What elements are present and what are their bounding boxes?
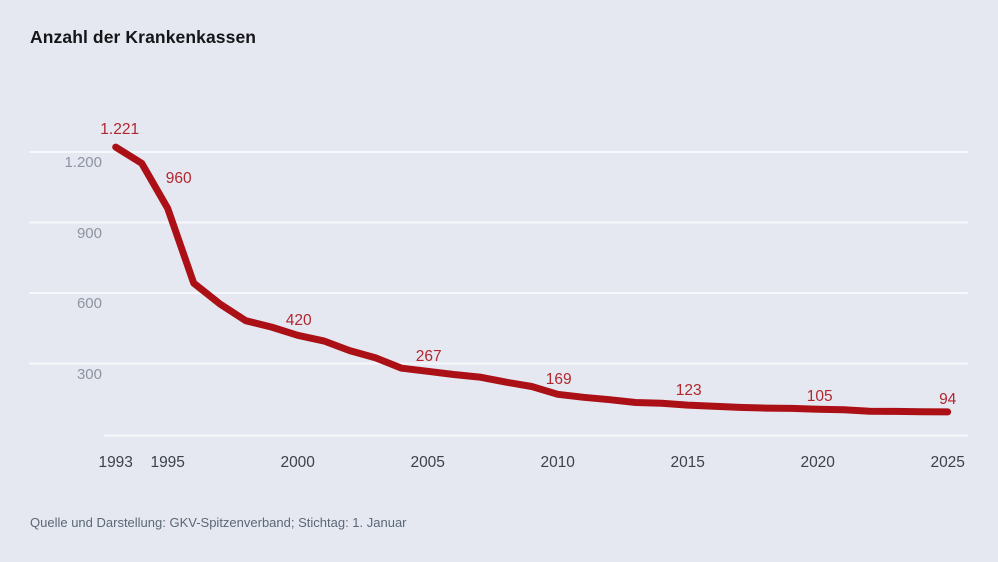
chart-title: Anzahl der Krankenkassen <box>30 27 257 47</box>
trend-line <box>112 143 952 416</box>
source-note: Quelle und Darstellung: GKV-Spitzenverba… <box>30 515 407 530</box>
